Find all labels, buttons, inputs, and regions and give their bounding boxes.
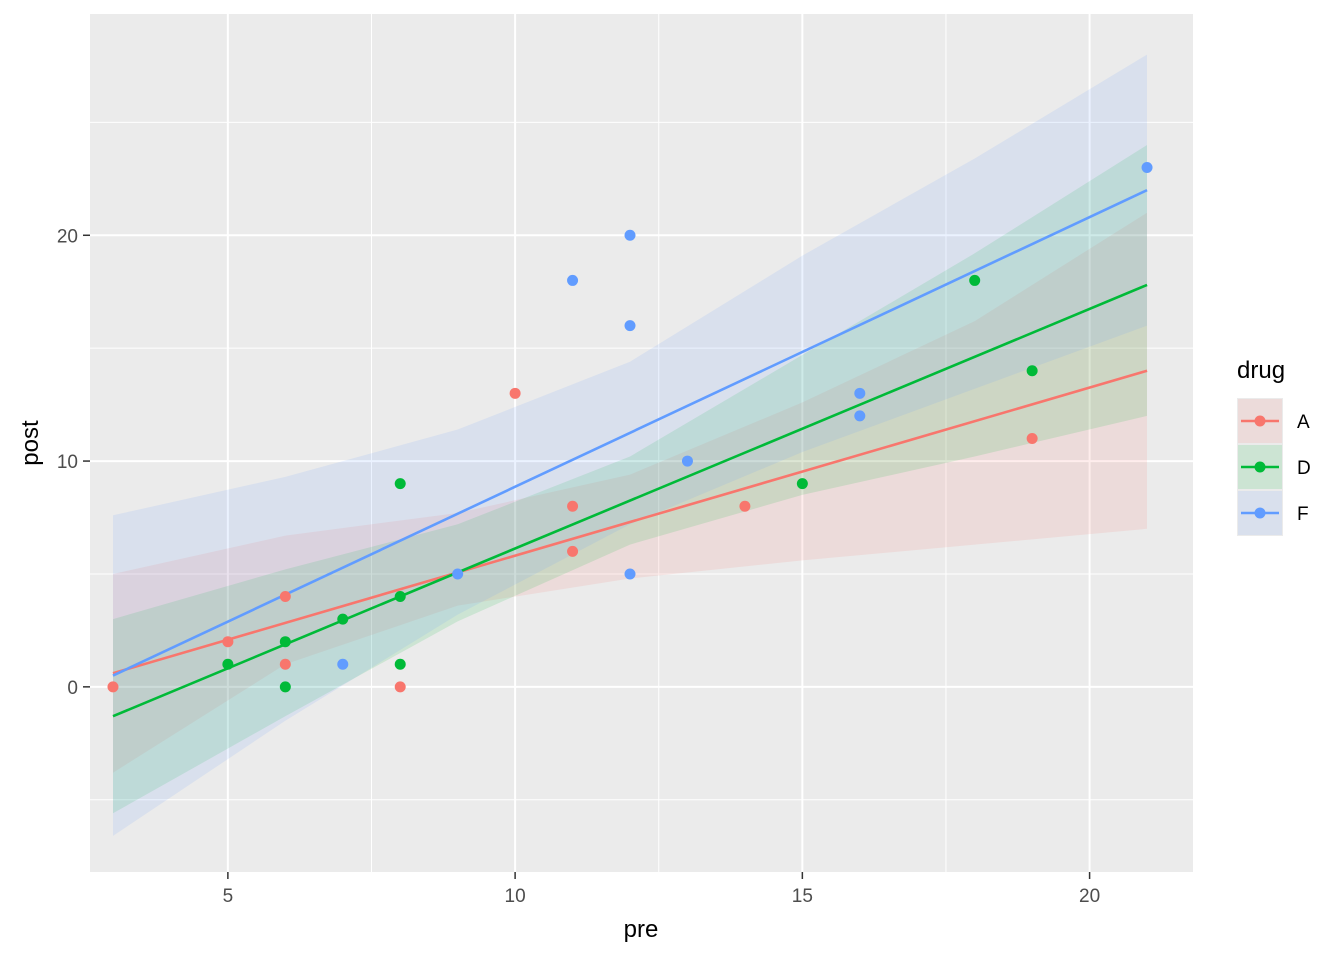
- point-F: [624, 229, 636, 241]
- point-D: [394, 591, 406, 603]
- point-F: [681, 455, 693, 467]
- point-A: [567, 545, 579, 557]
- legend: drug A D F: [1237, 357, 1311, 536]
- point-F: [452, 568, 464, 580]
- y-tick-label: 0: [67, 678, 78, 699]
- legend-label: D: [1297, 458, 1311, 479]
- point-A: [279, 658, 291, 670]
- legend-label: A: [1297, 412, 1310, 433]
- legend-key-point: [1254, 461, 1266, 473]
- point-D: [279, 681, 291, 693]
- legend-key-point: [1254, 507, 1266, 519]
- y-tick-label: 10: [57, 452, 78, 473]
- point-A: [509, 387, 521, 399]
- point-D: [796, 478, 808, 490]
- point-F: [337, 658, 349, 670]
- minor-gridlines: [90, 14, 1193, 872]
- point-A: [279, 591, 291, 603]
- y-tick-label: 20: [57, 226, 78, 247]
- point-A: [107, 681, 119, 693]
- point-D: [337, 613, 349, 625]
- point-D: [1026, 365, 1038, 377]
- data-points: [107, 162, 1153, 693]
- x-tick-label: 5: [223, 886, 234, 907]
- confidence-band-F: [113, 54, 1147, 836]
- point-F: [1141, 162, 1153, 174]
- y-axis-title: post: [17, 420, 44, 466]
- confidence-band-A: [113, 212, 1147, 773]
- legend-title: drug: [1237, 357, 1285, 384]
- point-D: [279, 636, 291, 648]
- point-A: [394, 681, 406, 693]
- point-A: [739, 500, 751, 512]
- point-F: [854, 387, 866, 399]
- x-tick-label: 15: [792, 886, 813, 907]
- point-F: [567, 274, 579, 286]
- major-gridlines: [90, 14, 1193, 872]
- point-D: [969, 274, 981, 286]
- x-tick-label: 10: [505, 886, 526, 907]
- point-D: [222, 658, 234, 670]
- legend-keys: A D F: [1237, 398, 1311, 536]
- point-F: [854, 410, 866, 422]
- point-F: [624, 568, 636, 580]
- plot-panel: [90, 14, 1193, 872]
- x-axis: 5 10 15 20: [223, 872, 1100, 907]
- point-F: [624, 320, 636, 332]
- legend-label: F: [1297, 504, 1309, 525]
- x-tick-label: 20: [1079, 886, 1100, 907]
- point-D: [394, 478, 406, 490]
- x-axis-title: pre: [624, 916, 659, 943]
- fit-line-A: [112, 369, 1148, 675]
- y-axis: 0 10 20: [57, 226, 90, 699]
- legend-key-point: [1254, 415, 1266, 427]
- point-A: [222, 636, 234, 648]
- point-A: [567, 500, 579, 512]
- point-A: [1026, 432, 1038, 444]
- point-D: [394, 658, 406, 670]
